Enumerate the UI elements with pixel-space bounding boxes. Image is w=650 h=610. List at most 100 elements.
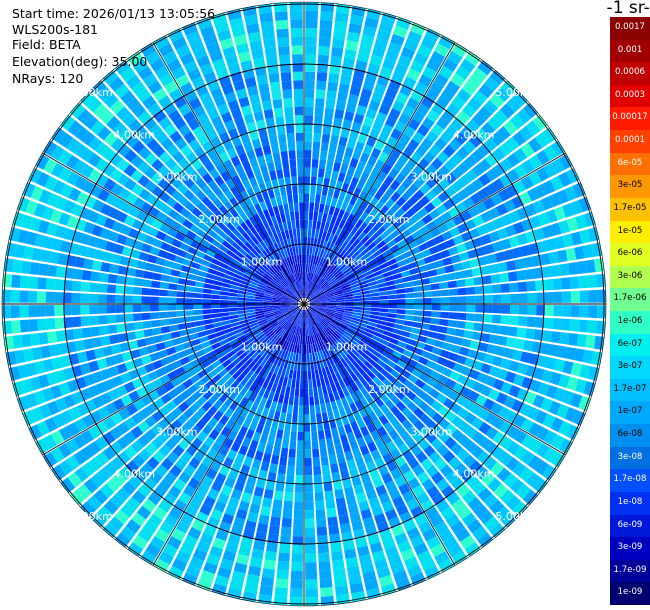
ray-gate (137, 483, 152, 498)
ray-gate (131, 183, 144, 196)
ray-gate (470, 403, 483, 416)
ray-gate (132, 58, 148, 74)
ray-gate (283, 203, 290, 213)
ray-gate (115, 314, 125, 323)
ray-gate (269, 170, 277, 181)
ray-gate (436, 444, 450, 457)
ray-gate (374, 407, 384, 419)
ray-gate (486, 253, 498, 264)
ray-gate (256, 522, 269, 534)
ray-gate (405, 344, 416, 352)
ray-gate (467, 205, 480, 218)
ray-gate (413, 292, 423, 298)
ray-gate (359, 444, 370, 456)
ray-gate (267, 471, 277, 482)
ray-gate (464, 155, 478, 169)
ray-gate (326, 325, 335, 333)
ray-gate (379, 308, 389, 313)
ray-gate (178, 492, 192, 505)
ray-gate (544, 292, 554, 303)
ray-gate (304, 344, 307, 354)
ray-gate (91, 371, 104, 384)
ray-gate (231, 357, 242, 366)
ray-gate (264, 153, 274, 164)
ray-gate (238, 425, 248, 437)
ray-gate (451, 117, 465, 131)
ray-gate (347, 503, 359, 515)
ray-gate (570, 290, 580, 303)
ray-gate (237, 304, 246, 308)
ray-gate (277, 338, 284, 347)
ray-gate (536, 305, 546, 316)
ray-gate (407, 30, 423, 44)
ray-gate (81, 180, 95, 194)
ray-gate (187, 118, 201, 131)
azimuth-line (303, 303, 566, 456)
ray-gate (257, 284, 267, 290)
ray-gate (505, 136, 520, 152)
ray-gate (532, 477, 548, 494)
ray-gate (356, 343, 366, 352)
ray-gate (106, 477, 121, 493)
ray-gate (222, 457, 234, 469)
ray-gate (287, 141, 296, 151)
ray-gate (291, 274, 296, 283)
ray-gate (506, 168, 520, 183)
ray-gate (151, 218, 163, 230)
ray-gate (277, 37, 290, 47)
ray-gate (265, 258, 273, 268)
ray-gate (276, 315, 285, 322)
ray-gate (176, 316, 187, 324)
ray-gate (215, 472, 227, 485)
ray-gate (490, 193, 503, 206)
ray-gate (260, 505, 271, 517)
ray-gate (154, 35, 170, 50)
ray-gate (370, 292, 380, 297)
ray-gate (475, 295, 485, 304)
ray-gate (281, 331, 288, 340)
ray-gate (506, 152, 521, 168)
ray-gate (315, 312, 324, 318)
ray-gate (345, 102, 357, 113)
ray-gate (392, 100, 405, 113)
ray-gate (534, 183, 548, 198)
ray-gate (54, 225, 67, 239)
ray-gate (219, 308, 229, 313)
ray-gate (311, 158, 319, 169)
ray-gate (31, 247, 43, 262)
ray-gate (290, 298, 299, 302)
ray-gate (420, 323, 431, 331)
ray-gate (389, 394, 401, 406)
ray-gate (513, 147, 528, 163)
ray-gate (294, 211, 300, 221)
ray-gate (81, 414, 95, 428)
ray-gate (292, 307, 300, 314)
ray-gate (235, 238, 245, 248)
ray-gate (379, 299, 389, 304)
ray-gate (528, 171, 542, 186)
ray-gate (266, 55, 278, 66)
ray-gate (343, 293, 353, 298)
ray-gate (281, 194, 288, 205)
ray-gate (566, 376, 579, 391)
ray-gate (345, 233, 354, 243)
ray-gate (314, 265, 319, 274)
ray-gate (178, 124, 191, 137)
ray-gate (358, 259, 368, 268)
ray-gate (103, 499, 119, 515)
ray-gate (180, 81, 194, 95)
ray-gate (306, 327, 309, 336)
ray-gate (373, 270, 383, 277)
ray-gate (532, 114, 548, 131)
ray-gate (233, 345, 243, 354)
ray-gate (263, 305, 273, 309)
ray-gate (331, 373, 338, 383)
ray-gate (163, 381, 175, 393)
ray-gate (327, 516, 339, 527)
ray-gate (305, 19, 318, 29)
ray-gate (314, 115, 323, 125)
ray-gate (213, 198, 224, 209)
ray-gate (501, 294, 511, 304)
ray-gate (258, 211, 266, 221)
ray-gate (299, 254, 302, 264)
